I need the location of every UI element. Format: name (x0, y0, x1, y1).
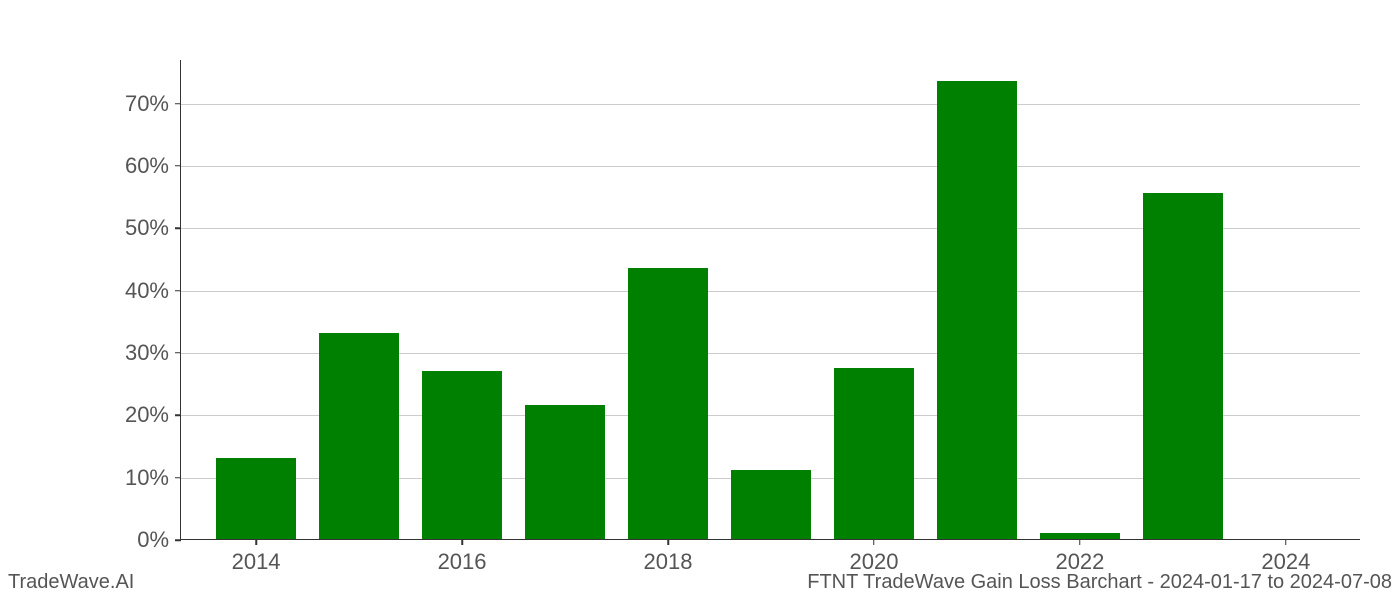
x-tick-label: 2018 (644, 549, 693, 575)
x-tick-label: 2016 (438, 549, 487, 575)
barchart: 0%10%20%30%40%50%60%70%20142016201820202… (180, 60, 1360, 540)
y-tick-label: 10% (125, 465, 169, 491)
bar-2019 (731, 470, 811, 539)
x-tick-label: 2014 (232, 549, 281, 575)
gridline (181, 166, 1360, 167)
x-tick-mark (667, 539, 669, 545)
y-tick-label: 40% (125, 278, 169, 304)
plot-area: 0%10%20%30%40%50%60%70%20142016201820202… (180, 60, 1360, 540)
bar-2014 (216, 458, 296, 539)
bar-2018 (628, 268, 708, 539)
bar-2015 (319, 333, 399, 539)
y-tick-label: 50% (125, 215, 169, 241)
footer-right-label: FTNT TradeWave Gain Loss Barchart - 2024… (807, 571, 1392, 594)
y-tick-label: 20% (125, 402, 169, 428)
y-tick-mark (175, 539, 181, 541)
y-tick-label: 0% (137, 527, 169, 553)
bar-2017 (525, 405, 605, 539)
y-tick-label: 70% (125, 91, 169, 117)
bar-2021 (937, 81, 1017, 539)
x-tick-mark (873, 539, 875, 545)
x-tick-mark (1079, 539, 1081, 545)
y-tick-label: 60% (125, 153, 169, 179)
bar-2023 (1143, 193, 1223, 539)
footer-left-label: TradeWave.AI (8, 571, 134, 594)
bar-2016 (422, 371, 502, 539)
x-tick-mark (1285, 539, 1287, 545)
x-tick-mark (461, 539, 463, 545)
gridline (181, 104, 1360, 105)
x-tick-mark (255, 539, 257, 545)
bar-2022 (1040, 533, 1120, 539)
y-tick-label: 30% (125, 340, 169, 366)
bar-2020 (834, 368, 914, 539)
